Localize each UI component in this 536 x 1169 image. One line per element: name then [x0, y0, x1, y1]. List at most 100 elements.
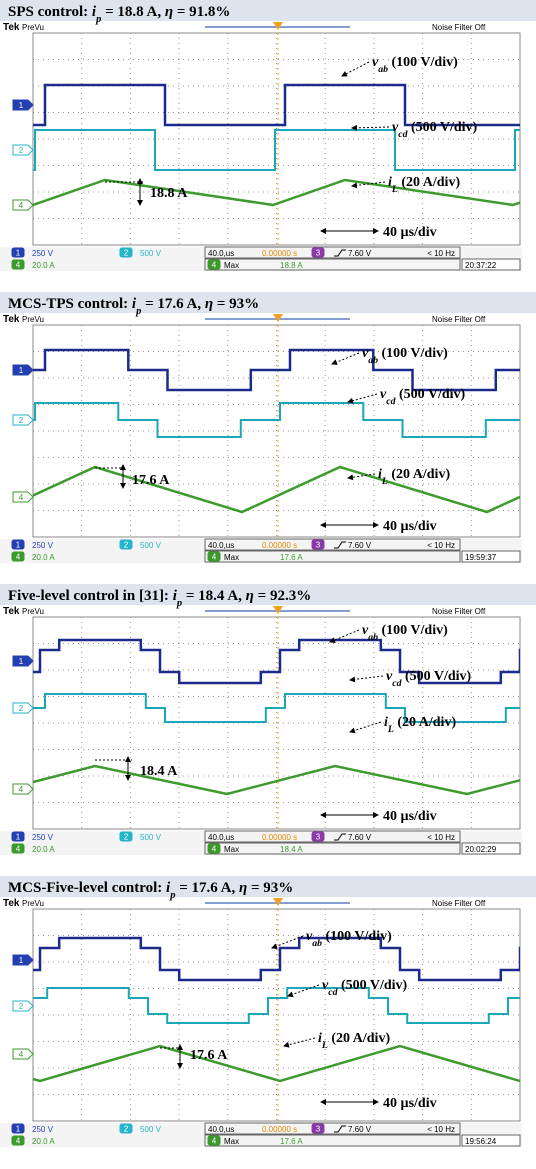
text-run: η: [205, 296, 213, 312]
measure-name: Max: [224, 261, 239, 270]
channel-number: 4: [19, 785, 24, 794]
text-run: = 93%: [247, 880, 293, 896]
ch2-scale: 500 V: [140, 1125, 162, 1134]
measure-name: Max: [224, 1137, 239, 1146]
text-run: (20 A/div): [398, 175, 461, 190]
horizontal-scale: 40.0,us: [208, 1125, 234, 1134]
channel-number: 3: [316, 833, 321, 842]
timebase-label: 40 µs/div: [383, 1096, 437, 1111]
channel-number: 1: [19, 956, 24, 965]
channel-number: 4: [16, 261, 21, 270]
text-run: (20 A/div): [328, 1031, 391, 1046]
page: SPS control: ip = 18.8 A, η = 91.8%TekPr…: [0, 0, 536, 1169]
channel-number: 3: [316, 249, 321, 258]
measure-value: 17.6 A: [280, 1137, 303, 1146]
ch4-scale: 20.0 A: [32, 1137, 55, 1146]
noise-filter: Noise Filter Off: [432, 315, 486, 324]
ch2-scale: 500 V: [140, 541, 162, 550]
channel-number: 2: [124, 249, 129, 258]
trigger-frequency: < 10 Hz: [427, 541, 455, 550]
ch2-scale: 500 V: [140, 833, 162, 842]
channel-number: 2: [19, 1002, 24, 1011]
text-run: ab: [378, 64, 388, 75]
scope-brand: Tek: [3, 314, 20, 325]
channel-number: 4: [16, 553, 21, 562]
peak-label: 18.8 A: [150, 186, 188, 201]
scope-mode: PreVu: [22, 315, 44, 324]
text-run: = 17.6 A,: [175, 880, 239, 896]
channel-number: 1: [19, 657, 24, 666]
ch2-scale: 500 V: [140, 249, 162, 258]
horizontal-scale: 40.0,us: [208, 249, 234, 258]
scope-mode: PreVu: [22, 899, 44, 908]
text-run: Five-level control in [31]:: [8, 588, 173, 604]
scope-brand: Tek: [3, 22, 20, 33]
channel-number: 2: [124, 541, 129, 550]
channel-number: 1: [16, 833, 21, 842]
text-run: (100 V/div): [322, 929, 392, 944]
channel-number: 1: [16, 249, 21, 258]
channel-number: 4: [212, 261, 217, 270]
trigger-level: 7.60 V: [348, 833, 372, 842]
text-run: (500 V/div): [337, 978, 407, 993]
measure-name: Max: [224, 553, 239, 562]
figure: SPS control: ip = 18.8 A, η = 91.8%TekPr…: [0, 0, 536, 1169]
horizontal-scale: 40.0,us: [208, 833, 234, 842]
measure-value: 18.8 A: [280, 261, 303, 270]
channel-number: 1: [16, 1125, 21, 1134]
ch1-scale: 250 V: [32, 1125, 54, 1134]
measure-value: 17.6 A: [280, 553, 303, 562]
text-run: (100 V/div): [388, 55, 458, 70]
channel-number: 2: [124, 833, 129, 842]
channel-number: 1: [19, 101, 24, 110]
channel-number: 4: [212, 553, 217, 562]
text-run: L: [321, 1040, 328, 1051]
channel-number: 3: [316, 541, 321, 550]
horizontal-position: 0.00000 s: [262, 249, 297, 258]
channel-number: 2: [19, 416, 24, 425]
scope-panel: MCS-Five-level control: ip = 17.6 A, η =…: [0, 876, 536, 1147]
text-run: MCS-Five-level control:: [8, 880, 166, 896]
trigger-marker: [273, 898, 283, 906]
measure-value: 18.4 A: [280, 845, 303, 854]
timebase-label: 40 µs/div: [383, 225, 437, 240]
trigger-level: 7.60 V: [348, 541, 372, 550]
channel-number: 2: [124, 1125, 129, 1134]
panel-title: Five-level control in [31]: ip = 18.4 A,…: [8, 588, 311, 609]
trigger-frequency: < 10 Hz: [427, 1125, 455, 1134]
text-run: η: [246, 588, 254, 604]
text-run: (500 V/div): [401, 669, 471, 684]
text-run: L: [391, 184, 398, 195]
clock: 19:56:24: [465, 1137, 497, 1146]
trigger-level: 7.60 V: [348, 249, 372, 258]
text-run: ab: [368, 632, 378, 643]
scope-mode: PreVu: [22, 23, 44, 32]
text-run: (100 V/div): [378, 346, 448, 361]
text-run: L: [387, 724, 394, 735]
trigger-frequency: < 10 Hz: [427, 249, 455, 258]
channel-number: 4: [212, 1137, 217, 1146]
text-run: L: [381, 476, 388, 487]
scope-mode: PreVu: [22, 607, 44, 616]
scope-panel: Five-level control in [31]: ip = 18.4 A,…: [0, 584, 536, 855]
text-run: (20 A/div): [388, 467, 451, 482]
text-run: SPS control:: [8, 4, 92, 20]
channel-number: 2: [19, 704, 24, 713]
panel-title: MCS-Five-level control: ip = 17.6 A, η =…: [8, 880, 293, 901]
text-run: η: [239, 880, 247, 896]
panel-title: SPS control: ip = 18.8 A, η = 91.8%: [8, 4, 230, 25]
channel-number: 4: [19, 493, 24, 502]
horizontal-position: 0.00000 s: [262, 833, 297, 842]
peak-label: 18.4 A: [140, 764, 178, 779]
noise-filter: Noise Filter Off: [432, 23, 486, 32]
text-run: (20 A/div): [394, 715, 457, 730]
text-run: = 17.6 A,: [141, 296, 205, 312]
text-run: ab: [368, 355, 378, 366]
text-run: = 18.4 A,: [182, 588, 246, 604]
trigger-level: 7.60 V: [348, 1125, 372, 1134]
channel-number: 3: [316, 1125, 321, 1134]
ch1-scale: 250 V: [32, 833, 54, 842]
text-run: = 91.8%: [173, 4, 230, 20]
text-run: (100 V/div): [378, 623, 448, 638]
